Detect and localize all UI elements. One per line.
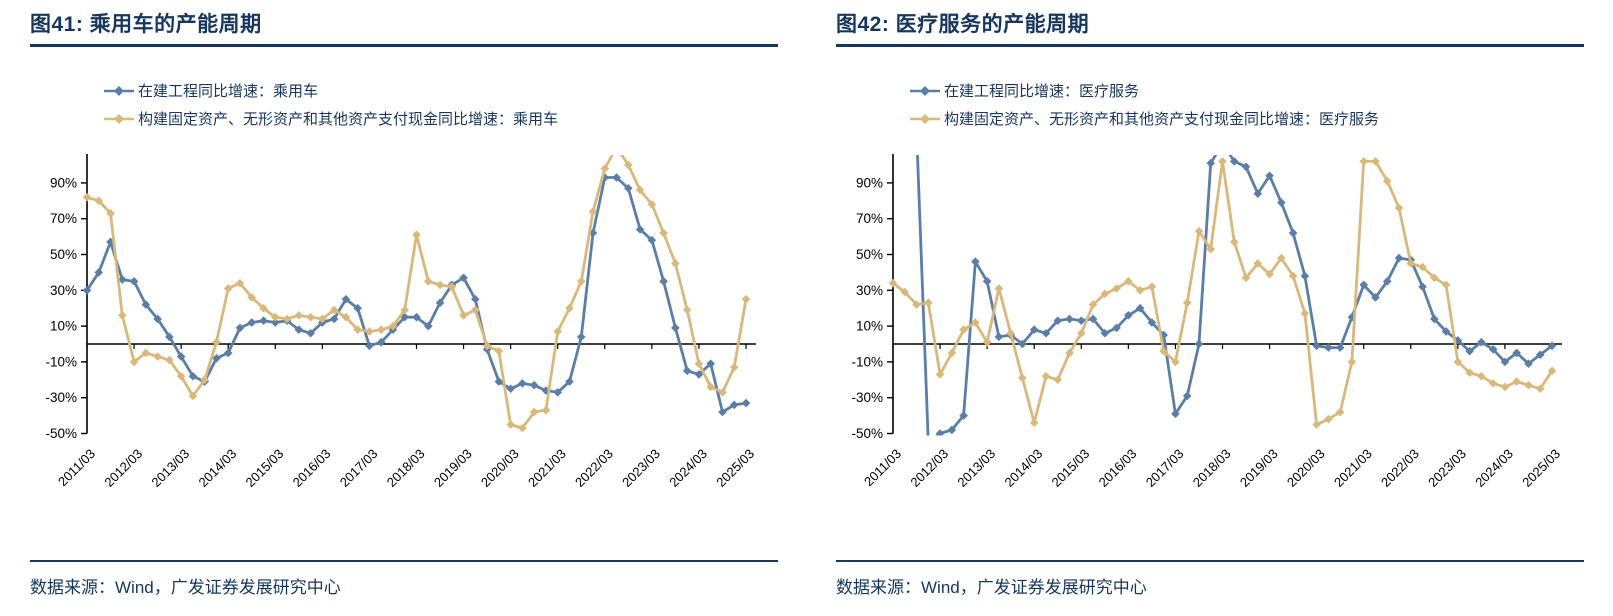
- legend: 在建工程同比增速：医疗服务 构建固定资产、无形资产和其他资产支付现金同比增速：医…: [910, 80, 1584, 129]
- report-figure-row: 图41: 乘用车的产能周期 在建工程同比增速：乘用车 构建固定资产、无形资产和其…: [0, 0, 1612, 598]
- svg-text:2019/03: 2019/03: [431, 446, 475, 490]
- footer-divider: [836, 560, 1584, 562]
- svg-text:2020/03: 2020/03: [1284, 446, 1328, 490]
- line-diamond-marker-icon: [104, 85, 134, 96]
- svg-text:2011/03: 2011/03: [55, 446, 98, 489]
- svg-text:-30%: -30%: [45, 390, 77, 405]
- legend-label: 在建工程同比增速：乘用车: [138, 83, 319, 100]
- line-diamond-marker-icon: [910, 85, 940, 96]
- svg-text:-50%: -50%: [851, 426, 883, 441]
- svg-text:70%: 70%: [856, 211, 883, 226]
- svg-text:90%: 90%: [856, 175, 883, 190]
- svg-text:50%: 50%: [856, 247, 883, 262]
- legend: 在建工程同比增速：乘用车 构建固定资产、无形资产和其他资产支付现金同比增速：乘用…: [104, 80, 778, 129]
- svg-text:2021/03: 2021/03: [1331, 446, 1375, 490]
- svg-text:2015/03: 2015/03: [243, 446, 287, 490]
- svg-text:2023/03: 2023/03: [619, 446, 663, 490]
- svg-text:2023/03: 2023/03: [1425, 446, 1469, 490]
- svg-text:2022/03: 2022/03: [1378, 446, 1422, 490]
- legend-label: 在建工程同比增速：医疗服务: [944, 83, 1140, 100]
- svg-text:-10%: -10%: [851, 354, 883, 369]
- svg-text:2017/03: 2017/03: [1143, 446, 1187, 490]
- svg-text:2025/03: 2025/03: [1519, 446, 1563, 490]
- legend-label: 构建固定资产、无形资产和其他资产支付现金同比增速：乘用车: [138, 111, 559, 128]
- line-chart-svg: 90% 70% 50% 30% 10% -10% -30% -50% 2011/03 2012/0…: [45, 154, 757, 490]
- title-divider: [836, 44, 1584, 47]
- line-diamond-marker-icon: [910, 113, 940, 124]
- line-chart: 90% 70% 50% 30% 10% -10% -30% -50% 2011/03 2012/0…: [30, 137, 778, 510]
- svg-text:10%: 10%: [856, 319, 883, 334]
- svg-text:2014/03: 2014/03: [1001, 446, 1045, 490]
- line-chart-svg: 90% 70% 50% 30% 10% -10% -30% -50% 2011/03 2012/0…: [851, 154, 1563, 490]
- title-divider: [30, 44, 778, 47]
- svg-text:2017/03: 2017/03: [337, 446, 381, 490]
- legend-item: 构建固定资产、无形资产和其他资产支付现金同比增速：乘用车: [104, 108, 778, 129]
- source-note: 数据来源：Wind，广发证券发展研究中心: [836, 578, 1147, 597]
- svg-text:90%: 90%: [50, 175, 77, 190]
- svg-text:2022/03: 2022/03: [572, 446, 616, 490]
- svg-text:2024/03: 2024/03: [1472, 446, 1516, 490]
- chart-panel-left: 图41: 乘用车的产能周期 在建工程同比增速：乘用车 构建固定资产、无形资产和其…: [0, 0, 806, 598]
- legend-label: 构建固定资产、无形资产和其他资产支付现金同比增速：医疗服务: [944, 111, 1380, 128]
- svg-text:2016/03: 2016/03: [290, 446, 334, 490]
- svg-text:50%: 50%: [50, 247, 77, 262]
- svg-text:-10%: -10%: [45, 354, 77, 369]
- legend-item: 在建工程同比增速：医疗服务: [910, 80, 1584, 101]
- svg-text:2013/03: 2013/03: [148, 446, 192, 490]
- svg-text:10%: 10%: [50, 319, 77, 334]
- svg-text:-50%: -50%: [45, 426, 77, 441]
- svg-text:2025/03: 2025/03: [713, 446, 757, 490]
- svg-text:2020/03: 2020/03: [478, 446, 522, 490]
- svg-text:2014/03: 2014/03: [195, 446, 239, 490]
- svg-text:30%: 30%: [856, 283, 883, 298]
- chart-title: 图42: 医疗服务的产能周期: [836, 13, 1090, 36]
- svg-text:2019/03: 2019/03: [1237, 446, 1281, 490]
- chart-title: 图41: 乘用车的产能周期: [30, 13, 262, 36]
- svg-text:2021/03: 2021/03: [525, 446, 569, 490]
- svg-text:70%: 70%: [50, 211, 77, 226]
- legend-item: 在建工程同比增速：乘用车: [104, 80, 778, 101]
- svg-text:30%: 30%: [50, 283, 77, 298]
- source-note: 数据来源：Wind，广发证券发展研究中心: [30, 578, 341, 597]
- chart-panel-right: 图42: 医疗服务的产能周期 在建工程同比增速：医疗服务 构建固定资产、无形资产…: [806, 0, 1612, 598]
- svg-text:2016/03: 2016/03: [1096, 446, 1140, 490]
- svg-text:2015/03: 2015/03: [1049, 446, 1093, 490]
- footer-divider: [30, 560, 778, 562]
- svg-text:2011/03: 2011/03: [861, 446, 904, 489]
- svg-text:2024/03: 2024/03: [666, 446, 710, 490]
- svg-text:2018/03: 2018/03: [1190, 446, 1234, 490]
- svg-text:-30%: -30%: [851, 390, 883, 405]
- line-diamond-marker-icon: [104, 113, 134, 124]
- svg-text:2012/03: 2012/03: [101, 446, 145, 490]
- line-chart: 90% 70% 50% 30% 10% -10% -30% -50% 2011/03 2012/0…: [836, 137, 1584, 510]
- svg-text:2018/03: 2018/03: [384, 446, 428, 490]
- svg-text:2012/03: 2012/03: [907, 446, 951, 490]
- svg-text:2013/03: 2013/03: [954, 446, 998, 490]
- legend-item: 构建固定资产、无形资产和其他资产支付现金同比增速：医疗服务: [910, 108, 1584, 129]
